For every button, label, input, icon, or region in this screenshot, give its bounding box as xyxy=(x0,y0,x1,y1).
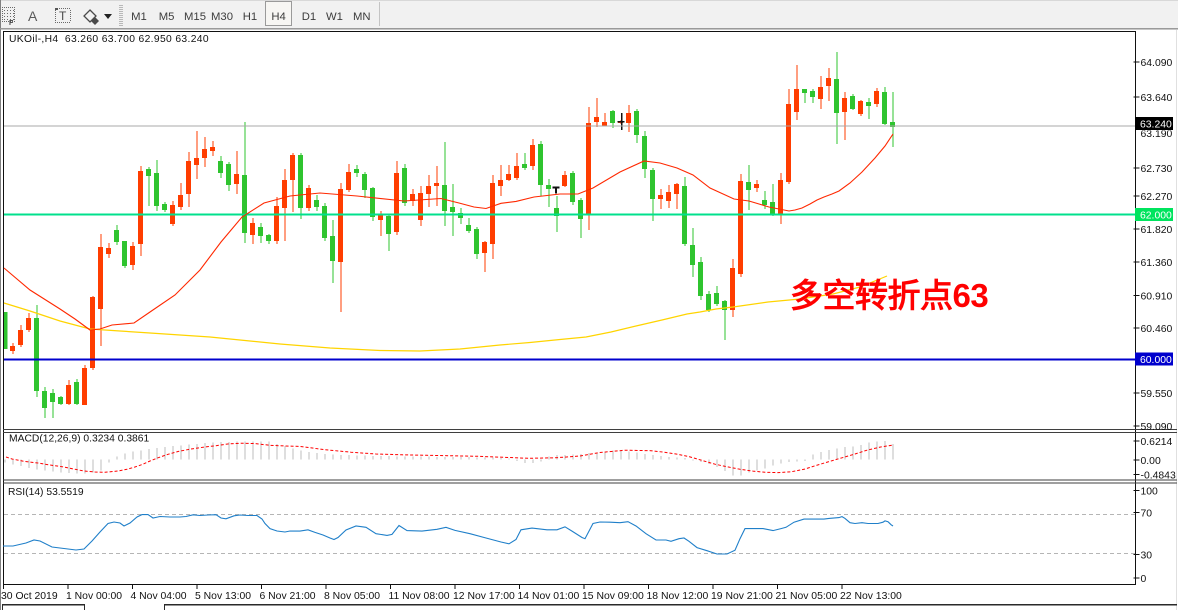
svg-text:14 Nov 01:00: 14 Nov 01:00 xyxy=(518,591,580,602)
svg-text:RSI(14) 53.5519: RSI(14) 53.5519 xyxy=(8,487,84,498)
svg-text:100: 100 xyxy=(1141,487,1159,498)
svg-text:59.090: 59.090 xyxy=(1141,422,1173,433)
svg-text:63.640: 63.640 xyxy=(1141,93,1173,104)
svg-text:62.270: 62.270 xyxy=(1141,192,1173,203)
svg-text:60.000: 60.000 xyxy=(1140,355,1172,366)
svg-text:6 Nov 21:00: 6 Nov 21:00 xyxy=(260,591,316,602)
svg-text:62.730: 62.730 xyxy=(1141,164,1173,175)
svg-text:0.00: 0.00 xyxy=(1141,456,1161,467)
svg-text:T: T xyxy=(59,9,67,23)
svg-text:64.090: 64.090 xyxy=(1141,58,1173,69)
svg-text:MN: MN xyxy=(353,11,371,23)
svg-text:H4: H4 xyxy=(271,11,285,23)
svg-text:F: F xyxy=(9,20,14,27)
svg-text:0.6214: 0.6214 xyxy=(1141,437,1173,448)
svg-text:MACD(12,26,9) 0.3234 0.3861: MACD(12,26,9) 0.3234 0.3861 xyxy=(9,434,150,445)
svg-text:1 Nov 00:00: 1 Nov 00:00 xyxy=(66,591,122,602)
svg-text:30: 30 xyxy=(1141,551,1153,562)
svg-text:12 Nov 17:00: 12 Nov 17:00 xyxy=(453,591,515,602)
svg-text:59.550: 59.550 xyxy=(1141,389,1173,400)
svg-text:5 Nov 13:00: 5 Nov 13:00 xyxy=(195,591,251,602)
svg-text:62.000: 62.000 xyxy=(1140,211,1172,222)
svg-text:63.240: 63.240 xyxy=(1140,120,1172,131)
svg-text:UKOil-,H4 63.260 63.700 62.95: UKOil-,H4 63.260 63.700 62.950 63.240 xyxy=(9,34,209,45)
svg-text:21 Nov 05:00: 21 Nov 05:00 xyxy=(776,591,838,602)
svg-text:11 Nov 08:00: 11 Nov 08:00 xyxy=(389,591,450,602)
svg-text:60.910: 60.910 xyxy=(1141,292,1173,303)
svg-text:60.460: 60.460 xyxy=(1141,324,1173,335)
svg-text:M1: M1 xyxy=(131,11,147,23)
svg-text:63.190: 63.190 xyxy=(1141,129,1173,140)
svg-text:0: 0 xyxy=(1141,574,1147,585)
svg-text:W1: W1 xyxy=(326,11,343,23)
svg-text:70: 70 xyxy=(1141,509,1153,520)
svg-text:H1: H1 xyxy=(243,11,257,23)
svg-text:4 Nov 04:00: 4 Nov 04:00 xyxy=(131,591,187,602)
svg-text:8 Nov 05:00: 8 Nov 05:00 xyxy=(324,591,380,602)
svg-text:61.360: 61.360 xyxy=(1141,258,1173,269)
svg-text:多空转折点63: 多空转折点63 xyxy=(790,277,988,314)
svg-text:M5: M5 xyxy=(159,11,175,23)
svg-text:30 Oct 2019: 30 Oct 2019 xyxy=(1,591,58,602)
svg-text:22 Nov 13:00: 22 Nov 13:00 xyxy=(840,591,902,602)
svg-text:-0.4843: -0.4843 xyxy=(1141,471,1176,482)
svg-text:61.820: 61.820 xyxy=(1141,225,1173,236)
svg-text:M15: M15 xyxy=(184,11,206,23)
svg-text:A: A xyxy=(28,8,38,24)
svg-text:15 Nov 09:00: 15 Nov 09:00 xyxy=(582,591,644,602)
svg-text:M30: M30 xyxy=(211,11,233,23)
svg-text:D1: D1 xyxy=(302,11,316,23)
svg-text:19 Nov 21:00: 19 Nov 21:00 xyxy=(711,591,773,602)
svg-text:18 Nov 12:00: 18 Nov 12:00 xyxy=(647,591,709,602)
